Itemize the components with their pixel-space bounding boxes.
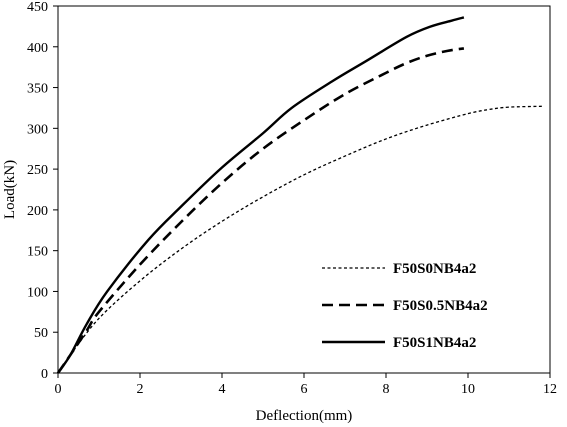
- y-tick-label: 50: [34, 326, 48, 341]
- y-axis-title: Load(kN): [2, 160, 18, 219]
- y-tick-label: 250: [27, 163, 48, 178]
- legend-label-1: F50S0NB4a2: [393, 261, 476, 277]
- series-line-2: [56, 47, 465, 374]
- legend-label-2: F50S0.5NB4a2: [393, 298, 488, 314]
- legend: F50S0NB4a2 F50S0.5NB4a2 F50S1NB4a2: [322, 261, 488, 351]
- tick-labels: 0 2 4 6 8 10 12 0 50 100 150 200 250 300 350 400 450: [27, 0, 557, 397]
- x-tick-label: 10: [461, 382, 475, 397]
- y-tick-label: 100: [27, 285, 48, 300]
- y-tick-label: 400: [27, 41, 48, 56]
- series-line-3: [57, 16, 465, 374]
- series-lines: [56, 16, 542, 374]
- x-tick-label: 2: [137, 382, 144, 397]
- y-tick-label: 300: [27, 122, 48, 137]
- x-tick-label: 0: [55, 382, 62, 397]
- y-tick-label: 0: [41, 367, 48, 382]
- y-tick-label: 200: [27, 204, 48, 219]
- plot-axes: [53, 5, 551, 378]
- y-tick-label: 150: [27, 245, 48, 260]
- y-tick-label: 350: [27, 82, 48, 97]
- x-tick-label: 12: [543, 382, 557, 397]
- x-tick-label: 6: [301, 382, 308, 397]
- legend-label-3: F50S1NB4a2: [393, 335, 476, 351]
- plot-frame: [57, 5, 551, 374]
- x-tick-label: 8: [383, 382, 390, 397]
- y-tick-label: 450: [27, 0, 48, 15]
- x-axis-title: Deflection(mm): [256, 408, 353, 424]
- x-tick-label: 4: [219, 382, 226, 397]
- series-line-1: [57, 105, 542, 374]
